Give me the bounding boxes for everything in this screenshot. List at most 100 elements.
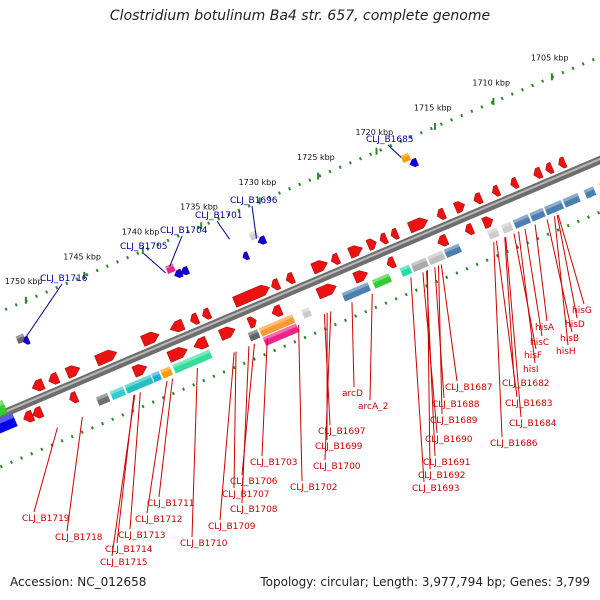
callout-line: [191, 368, 198, 538]
gene-arrow-upper: [310, 260, 328, 275]
gene-block: [0, 413, 18, 435]
kbp-label: 1705 kbp: [531, 54, 569, 63]
kbp-tick: 1740 kbp: [122, 228, 160, 255]
gene-block: [109, 386, 127, 401]
gene-arrow-upper: [453, 201, 465, 214]
gene-block: [500, 221, 514, 234]
gene-arrow-upper: [533, 166, 544, 179]
gene-arrow-lower: [193, 335, 210, 350]
gene-label-bottom: hisC: [530, 338, 549, 348]
gene-label-bottom: hisI: [523, 365, 539, 375]
gene-label-bottom: CLJ_B1713: [118, 531, 166, 541]
callout-line: [387, 144, 402, 158]
genome-backbone: [0, 155, 600, 420]
gene-label-bottom: CLJ_B1706: [230, 477, 278, 487]
bottom-gene-labels: hisG hisD hisA hisB hisC hisH hisF hisI CLJ_B168…: [22, 306, 592, 568]
gene-label-bottom: CLJ_B1690: [425, 435, 473, 445]
gene-label-top: CLJ_B1701: [195, 211, 243, 221]
gene-block: [529, 207, 546, 222]
gene-arrow-upper: [545, 161, 555, 174]
gene-label-bottom: arcA_2: [358, 402, 388, 412]
gene-arrow-upper: [473, 192, 484, 205]
gene-label-bottom: CLJ_B1710: [180, 539, 228, 549]
kbp-tick: 1710 kbp: [472, 79, 510, 106]
genome-summary-text: Topology: circular; Length: 3,977,794 bp…: [260, 575, 590, 589]
gene-block: [172, 349, 213, 374]
gene-arrow-lower: [352, 270, 368, 284]
outer-feature: [242, 251, 251, 261]
kbp-label: 1725 kbp: [297, 153, 335, 162]
gene-label-bottom: CLJ_B1684: [509, 419, 557, 429]
gene-arrow-upper: [510, 176, 520, 189]
gene-label-bottom: hisA: [535, 323, 555, 333]
gene-arrow-upper: [190, 312, 201, 325]
outer-feature: [400, 152, 411, 164]
kbp-ticks: 1705 kbp 1710 kbp 1715 kbp 1720 kbp 1725 kbp…: [5, 54, 569, 304]
gene-arrow-upper: [271, 278, 282, 291]
gene-arrow-upper: [285, 271, 296, 285]
gene-block: [371, 273, 393, 289]
gene-block: [410, 257, 429, 273]
gene-label-top: CLJ_B1716: [40, 274, 88, 284]
callout-line: [251, 205, 257, 239]
gene-block: [544, 200, 565, 216]
callout-line: [111, 394, 136, 557]
gene-label-bottom: CLJ_B1689: [430, 416, 478, 426]
gene-label-bottom: CLJ_B1682: [502, 379, 550, 389]
callout-line: [546, 219, 573, 333]
gene-arrow-lower: [32, 405, 45, 419]
gene-arrow-lower: [386, 256, 397, 269]
gene-block: [399, 264, 413, 277]
gene-label-bottom: CLJ_B1687: [445, 383, 493, 393]
gene-block: [486, 227, 500, 240]
gene-arrow-upper: [492, 184, 502, 197]
outer-feature: [174, 268, 184, 279]
gene-block: [562, 193, 581, 208]
outer-feature: [180, 265, 191, 276]
gene-arrow-lower: [437, 233, 450, 247]
gene-label-bottom: CLJ_B1709: [208, 522, 256, 532]
outer-feature: [248, 230, 260, 241]
callout-line: [505, 236, 522, 418]
callout-line: [324, 311, 332, 461]
gene-block: [0, 399, 8, 420]
gene-block: [301, 307, 312, 319]
kbp-label: 1740 kbp: [122, 228, 160, 237]
gene-arrow-lower: [465, 222, 476, 236]
kbp-tick: 1735 kbp: [180, 203, 218, 230]
callout-line: [23, 283, 63, 340]
kbp-label: 1730 kbp: [239, 178, 277, 187]
gene-block: [95, 392, 111, 406]
gene-arrow-upper: [407, 217, 429, 234]
gene-label-bottom: CLJ_B1715: [100, 558, 148, 568]
kbp-tick: 1745 kbp: [63, 252, 101, 279]
callout-line: [351, 302, 355, 388]
gene-label-bottom: arcD: [342, 389, 363, 399]
gene-label-bottom: CLJ_B1719: [22, 514, 70, 524]
callout-line: [493, 242, 503, 438]
gene-label-bottom: CLJ_B1707: [222, 490, 270, 500]
gene-block: [262, 323, 300, 346]
gene-label-bottom: CLJ_B1714: [105, 545, 153, 555]
backbone-highlight: [0, 157, 600, 416]
gene-arrow-upper: [31, 378, 46, 392]
gene-block: [341, 282, 371, 302]
outer-feature: [257, 235, 268, 245]
gene-arrow-upper: [347, 245, 363, 259]
gene-label-bottom: CLJ_B1699: [315, 442, 363, 452]
gene-label-bottom: CLJ_B1691: [423, 458, 471, 468]
callout-line: [495, 240, 518, 398]
gene-arrow-lower: [315, 283, 337, 300]
gene-arrow-upper: [330, 252, 342, 265]
kbp-label: 1750 kbp: [5, 277, 43, 286]
gene-arrow-upper: [64, 365, 81, 379]
gene-arrow-lower: [481, 216, 494, 229]
gene-arrow-upper: [390, 227, 400, 240]
gene-block: [583, 186, 597, 199]
gene-arrow-upper: [48, 372, 61, 385]
gene-label-bottom: CLJ_B1692: [418, 471, 466, 481]
outer-feature: [409, 157, 419, 168]
gene-block: [427, 250, 446, 266]
gene-arrow-upper: [558, 156, 568, 169]
